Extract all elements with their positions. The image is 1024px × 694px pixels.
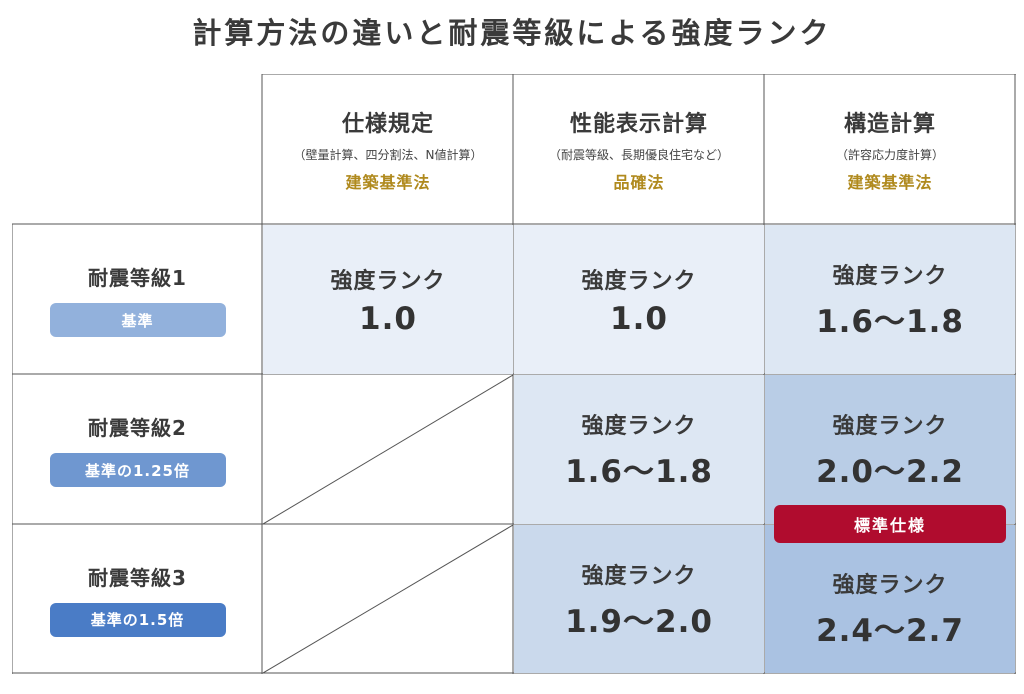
row-header-grade3: 耐震等級3 基準の1.5倍 <box>13 525 262 673</box>
strength-label: 強度ランク <box>581 414 697 439</box>
row-header-grade1: 耐震等級1 基準 <box>13 225 262 374</box>
value-cell: 強度ランク 1.6〜1.8 <box>514 375 764 524</box>
grade-badge: 基準の1.5倍 <box>49 602 226 637</box>
comparison-table: 仕様規定 （壁量計算、四分割法、N値計算） 建築基準法 性能表示計算 （耐震等級… <box>12 74 1016 674</box>
value-cell: 強度ランク 1.9〜2.0 <box>514 525 764 673</box>
column-subtitle: （耐震等級、長期優良住宅など） <box>548 147 729 162</box>
strength-label: 強度ランク <box>581 268 697 294</box>
not-applicable-cell <box>262 374 514 525</box>
column-title: 構造計算 <box>843 111 936 137</box>
row-header-grade2: 耐震等級2 基準の1.25倍 <box>13 375 262 524</box>
column-title: 仕様規定 <box>341 111 434 137</box>
strength-value: 2.4〜2.7 <box>816 612 964 649</box>
strength-label: 強度ランク <box>330 268 446 294</box>
standard-spec-badge: 標準仕様 <box>774 505 1006 543</box>
strength-value: 1.9〜2.0 <box>565 603 713 640</box>
value-cell: 強度ランク 1.6〜1.8 <box>765 225 1015 374</box>
strength-label: 強度ランク <box>832 414 948 439</box>
strength-value: 1.6〜1.8 <box>565 454 713 490</box>
grade-badge: 基準 <box>49 303 226 337</box>
column-header-performance: 性能表示計算 （耐震等級、長期優良住宅など） 品確法 <box>514 74 764 224</box>
grade-badge: 基準の1.25倍 <box>49 453 226 487</box>
page-title: 計算方法の違いと耐震等級による強度ランク <box>192 16 832 50</box>
column-law: 建築基準法 <box>847 172 933 192</box>
strength-value: 1.6〜1.8 <box>816 304 964 340</box>
strength-value: 1.0 <box>610 300 668 337</box>
value-cell: 強度ランク 2.4〜2.7 <box>765 525 1015 673</box>
strength-value: 1.0 <box>359 300 417 337</box>
strength-label: 強度ランク <box>581 563 697 589</box>
column-title: 性能表示計算 <box>569 111 708 137</box>
grade-label: 耐震等級1 <box>88 266 187 290</box>
grade-label: 耐震等級2 <box>88 416 187 440</box>
value-cell: 強度ランク 1.0 <box>514 225 764 374</box>
strength-label: 強度ランク <box>832 572 948 598</box>
grade-label: 耐震等級3 <box>88 565 187 590</box>
value-cell: 強度ランク 2.0〜2.2 <box>765 375 1015 524</box>
diagonal-slash <box>262 524 514 674</box>
diagonal-slash <box>262 374 514 525</box>
not-applicable-cell <box>262 524 514 674</box>
value-cell: 強度ランク 1.0 <box>263 225 513 374</box>
strength-label: 強度ランク <box>832 264 948 289</box>
column-header-spec: 仕様規定 （壁量計算、四分割法、N値計算） 建築基準法 <box>263 74 513 224</box>
table-lines <box>12 74 1016 674</box>
column-law: 品確法 <box>613 172 665 192</box>
column-header-structural: 構造計算 （許容応力度計算） 建築基準法 <box>765 74 1015 224</box>
column-law: 建築基準法 <box>345 172 431 192</box>
column-subtitle: （壁量計算、四分割法、N値計算） <box>293 147 483 162</box>
strength-value: 2.0〜2.2 <box>816 454 964 490</box>
column-subtitle: （許容応力度計算） <box>835 147 944 162</box>
